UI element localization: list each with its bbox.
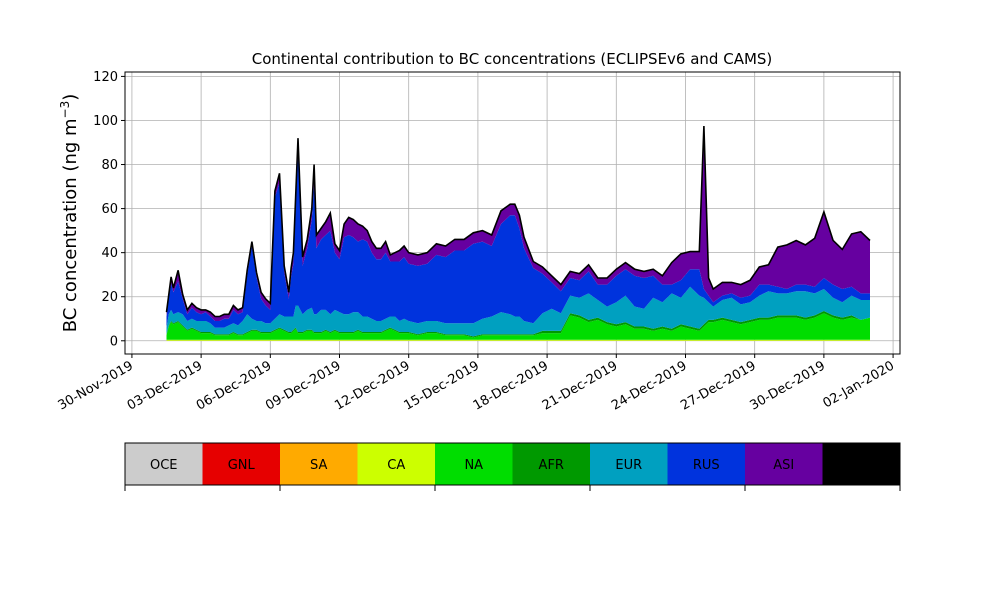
legend-swatch-eur [590,443,668,485]
x-tick-label: 03-Dec-2019 [125,358,205,413]
x-tick-label: 09-Dec-2019 [263,358,343,413]
y-tick-label: 20 [101,290,118,305]
legend-label: AFR [539,458,564,473]
y-tick-label: 120 [93,70,118,85]
area-asi [166,126,870,321]
legend-swatch-rus [667,443,745,485]
series-areas [166,126,870,341]
plot-frame [124,71,901,355]
area-ca [166,339,870,341]
total-outline [165,125,871,318]
legend-label: AUS [848,458,875,473]
legend-label: ASI [773,458,794,473]
legend-label: CA [387,458,405,473]
x-tick-label: 27-Dec-2019 [678,358,758,413]
x-tick-label: 24-Dec-2019 [609,358,689,413]
y-tick-label: 100 [93,114,118,129]
x-tick-label: 30-Nov-2019 [56,358,136,413]
y-tick-label: 60 [101,202,118,217]
legend-swatch-oce [125,443,203,485]
x-tick-label: 06-Dec-2019 [194,358,274,413]
y-tick-label: 0 [110,334,118,349]
legend-label: RUS [693,458,720,473]
x-tick-label: 21-Dec-2019 [540,358,620,413]
legend-label: EUR [615,458,642,473]
legend-swatch-ca [357,443,435,485]
color-legend: OCE GNL SA CA NA AFR EUR RUS ASI AUS [124,442,901,491]
legend-swatch-aus [822,443,900,485]
x-tick-label: 30-Dec-2019 [747,358,827,413]
x-tick-label: 12-Dec-2019 [332,358,412,413]
legend-swatch-sa [280,443,358,485]
legend-frame [124,442,901,486]
area-rus [166,151,870,328]
chart-title: Continental contribution to BC concentra… [252,50,773,68]
legend-label: SA [310,458,327,473]
x-axis: 30-Nov-201903-Dec-201906-Dec-201909-Dec-… [56,354,897,414]
y-axis-label: BC concentration (ng m−3) [58,94,81,333]
area-eur [166,286,870,337]
legend-swatch-na [435,443,513,485]
x-tick-label: 02-Jan-2020 [820,358,897,411]
legend-swatch-afr [512,443,590,485]
legend-label: NA [464,458,483,473]
y-tick-label: 40 [101,246,118,261]
x-tick-label: 15-Dec-2019 [402,358,482,413]
legend-swatch-asi [745,443,823,485]
y-tick-label: 80 [101,158,118,173]
legend-swatch-gnl [202,443,280,485]
x-tick-label: 18-Dec-2019 [471,358,551,413]
legend-label: OCE [150,458,178,473]
area-na [166,313,870,340]
legend-label: GNL [228,458,256,473]
y-axis: 0 20 40 60 80 100 120 [93,70,125,349]
